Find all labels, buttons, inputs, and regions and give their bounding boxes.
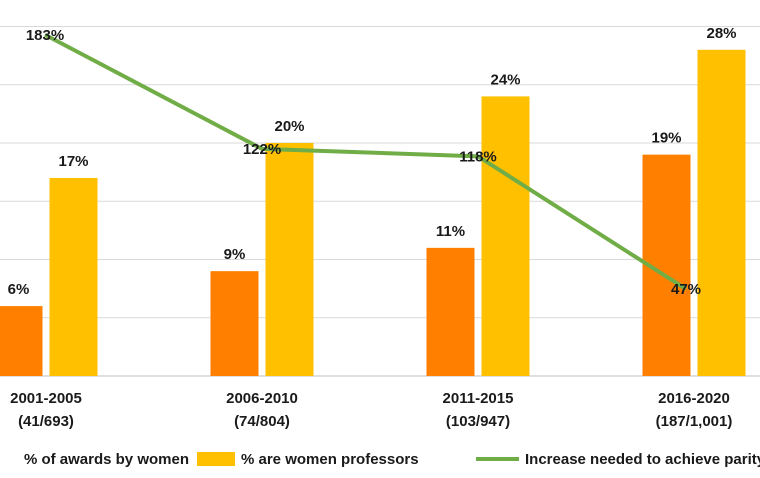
bar-awards-2006-2010 [210,271,259,376]
legend-label-awards-by-women: % of awards by women [24,451,189,468]
bar-label-awards-2016-2020: 19% [651,130,681,147]
category-sublabel-2006-2010: (74/804) [234,413,290,430]
bar-label-awards-2006-2010: 9% [224,246,246,263]
series-increase-needed-line [44,33,688,291]
category-label-2006-2010: 2006-2010 [226,390,298,407]
line-label-2001-2005: 183% [26,27,64,44]
bar-label-professors-2011-2015: 24% [490,71,520,88]
legend: % of awards by women % are women professo… [24,451,760,468]
series-awards-by-women [0,154,691,376]
category-sublabel-2011-2015: (103/947) [446,413,510,430]
legend-swatch-professors [197,452,235,466]
bar-label-professors-2006-2010: 20% [274,118,304,135]
gridlines [0,26,760,377]
legend-label-increase-needed: Increase needed to achieve parity [525,451,760,468]
series-women-professors [49,49,746,377]
category-sublabel-2016-2020: (187/1,001) [656,413,733,430]
bar-label-professors-2016-2020: 28% [706,25,736,42]
bar-awards-2011-2015 [426,247,475,376]
category-label-2016-2020: 2016-2020 [658,390,730,407]
legend-label-professors: % are women professors [241,451,419,468]
bar-label-awards-2001-2005: 6% [8,281,30,298]
category-label-2001-2005: 2001-2005 [10,390,82,407]
bar-label-professors-2001-2005: 17% [58,153,88,170]
bar-professors-2011-2015 [481,96,530,377]
bar-professors-2016-2020 [697,49,746,377]
bar-professors-2001-2005 [49,177,98,376]
bar-data-labels: 6% 17% 9% 20% 11% 24% 19% 28% [8,25,737,298]
category-axis-labels: 2001-2005 (41/693) 2006-2010 (74/804) 2011-2… [10,390,732,430]
category-sublabel-2001-2005: (41/693) [18,413,74,430]
bar-awards-2001-2005 [0,306,43,376]
bar-label-awards-2011-2015: 11% [436,223,465,240]
line-label-2011-2015: 118% [459,148,497,165]
line-label-2016-2020: 47% [671,281,701,298]
bar-professors-2006-2010 [265,143,314,376]
category-label-2011-2015: 2011-2015 [443,390,514,407]
line-label-2006-2010: 122% [243,141,281,158]
line-data-labels: 183% 122% 118% 47% [26,27,701,298]
